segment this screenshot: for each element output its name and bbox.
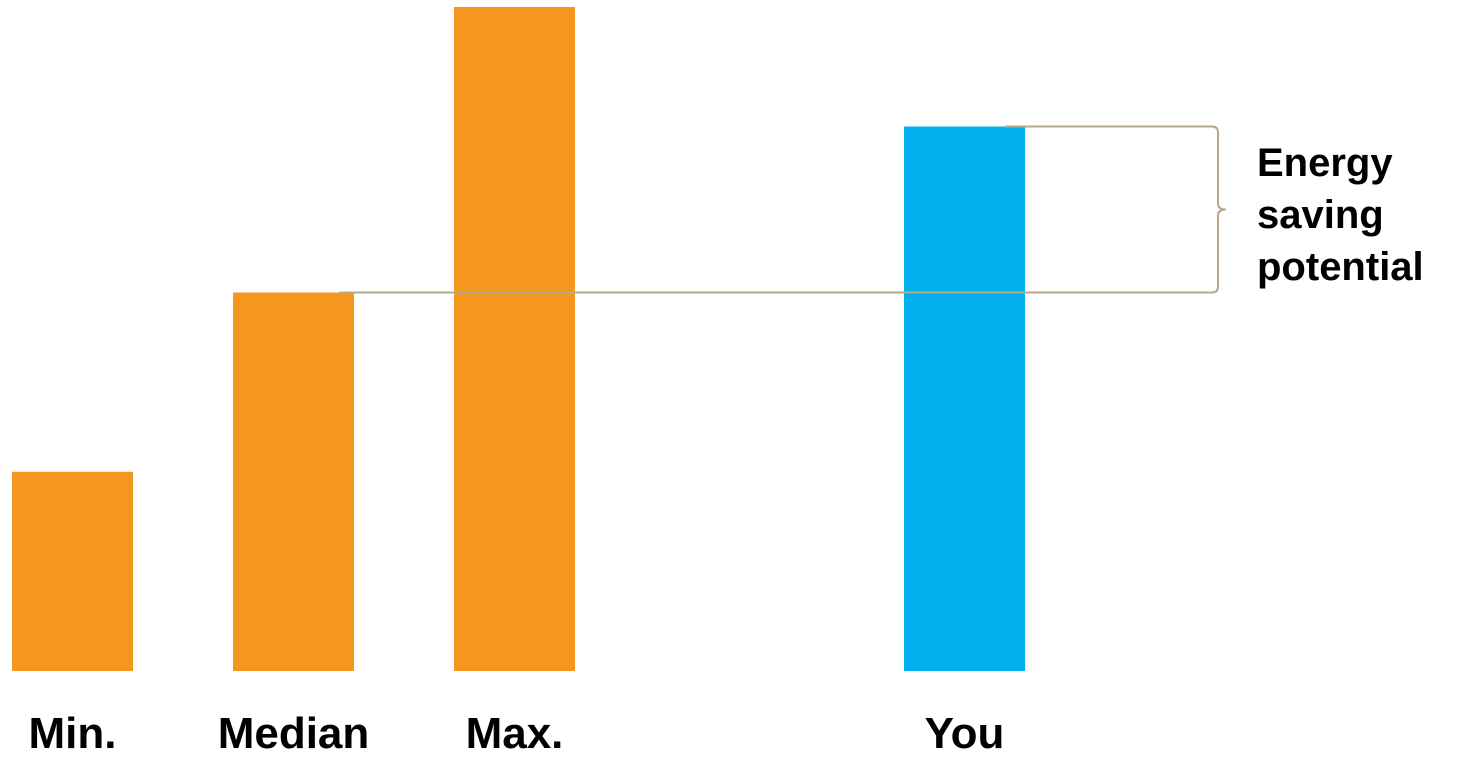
bar-max xyxy=(454,7,575,671)
category-label-max: Max. xyxy=(466,709,564,757)
bars-group xyxy=(12,7,1025,671)
category-label-min: Min. xyxy=(29,709,117,757)
annotation-line-3: potential xyxy=(1257,245,1424,289)
category-label-median: Median xyxy=(218,709,370,757)
curly-brace xyxy=(1211,125,1227,294)
energy-saving-annotation: Energy saving potential xyxy=(339,125,1424,294)
bar-median xyxy=(233,292,354,671)
annotation-line-2: saving xyxy=(1257,193,1384,237)
category-labels-group: Min. Median Max. You xyxy=(29,709,1005,757)
annotation-line-1: Energy xyxy=(1257,141,1393,185)
bar-min xyxy=(12,471,133,671)
category-label-you: You xyxy=(925,709,1005,757)
bar-you xyxy=(904,126,1025,671)
